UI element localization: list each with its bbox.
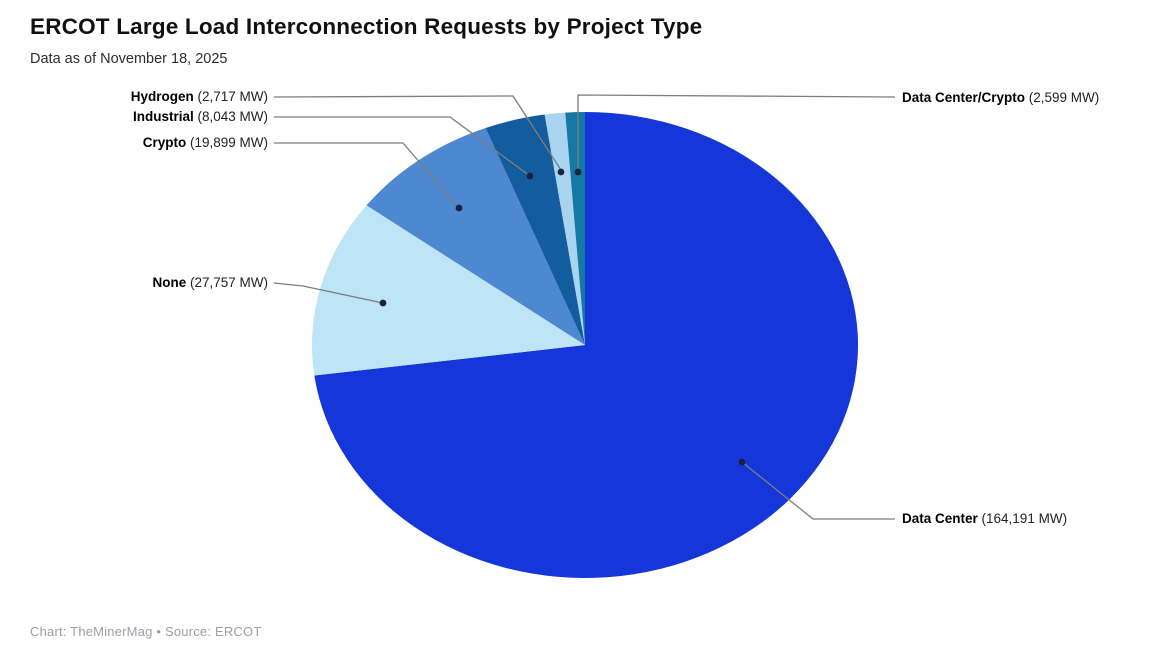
- pie-label-name: Industrial: [132, 109, 194, 124]
- leader-dot-data-center-crypto: [574, 168, 582, 176]
- pie-label-name: Data Center: [902, 511, 978, 526]
- leader-dot-data-center: [738, 458, 746, 466]
- pie-slice-industrial: [485, 114, 585, 345]
- pie-label-value: (2,717 MW): [193, 89, 268, 104]
- chart-credit: Chart: TheMinerMag • Source: ERCOT: [30, 624, 262, 639]
- pie-label-hydrogen: Hydrogen (2,717 MW): [131, 88, 268, 106]
- pie-slice-hydrogen: [544, 112, 585, 345]
- leader-line-industrial: [274, 116, 531, 177]
- pie-label-crypto: Crypto (19,899 MW): [143, 134, 268, 152]
- pie-label-name: Hydrogen: [130, 89, 194, 104]
- leader-line-crypto: [274, 142, 460, 209]
- leader-dot-hydrogen: [557, 168, 565, 176]
- pie-label-value: (8,043 MW): [193, 109, 268, 124]
- pie-label-name: Crypto: [142, 135, 187, 150]
- pie-label-name: None: [152, 275, 187, 290]
- pie-label-value: (27,757 MW): [186, 275, 268, 290]
- leader-line-hydrogen: [273, 95, 562, 171]
- pie-label-none: None (27,757 MW): [152, 274, 268, 292]
- chart-subtitle: Data as of November 18, 2025: [30, 51, 228, 67]
- pie-label-value: (164,191 MW): [977, 511, 1068, 526]
- pie-slice-none: [312, 205, 585, 376]
- pie-label-industrial: Industrial (8,043 MW): [133, 108, 268, 126]
- pie-slice-data-center: [314, 111, 859, 578]
- chart-title: ERCOT Large Load Interconnection Request…: [30, 14, 703, 39]
- leader-dot-industrial: [526, 172, 534, 180]
- pie-label-data-center: Data Center (164,191 MW): [902, 510, 1067, 528]
- leader-line-data-center: [741, 461, 895, 520]
- pie-label-name: Data Center/Crypto: [902, 90, 1026, 105]
- pie-label-data-center-crypto: Data Center/Crypto (2,599 MW): [902, 89, 1099, 107]
- pie-label-value: (2,599 MW): [1025, 90, 1100, 105]
- leader-line-none: [273, 282, 384, 304]
- leader-line-data-center-crypto: [577, 94, 896, 169]
- pie-label-value: (19,899 MW): [186, 135, 268, 150]
- pie-slice-crypto: [366, 128, 585, 345]
- leader-dot-none: [379, 299, 387, 307]
- leader-dot-crypto: [455, 204, 463, 212]
